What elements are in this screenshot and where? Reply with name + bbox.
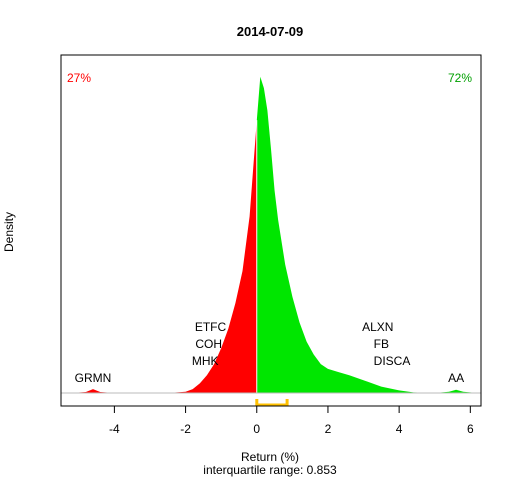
negative-share-label: 27% <box>67 71 91 85</box>
iqr-bracket-line <box>255 399 289 407</box>
ticker-label-etfc: ETFC <box>195 320 227 334</box>
x-tick-label: 2 <box>325 422 332 436</box>
x-tick-label: -4 <box>109 422 120 436</box>
negative-density-area <box>71 120 257 393</box>
iqr-bracket <box>255 399 289 407</box>
ticker-label-grmn: GRMN <box>75 371 112 385</box>
x-tick-label: 0 <box>253 422 260 436</box>
ticker-label-fb: FB <box>374 337 389 351</box>
y-axis-label: Density <box>2 212 16 252</box>
ticker-label-coh: COH <box>195 337 222 351</box>
iqr-caption: interquartile range: 0.853 <box>203 463 337 477</box>
positive-density-area <box>256 76 478 394</box>
x-axis: -4 -2 0 2 4 6 <box>109 405 474 436</box>
ticker-label-mhk: MHK <box>192 354 219 368</box>
x-tick-label: 6 <box>467 422 474 436</box>
ticker-labels: GRMN ETFC COH MHK ALXN FB DISCA AA <box>75 320 464 385</box>
ticker-label-disca: DISCA <box>374 354 411 368</box>
x-tick-label: 4 <box>396 422 403 436</box>
x-tick-label: -2 <box>180 422 191 436</box>
positive-share-label: 72% <box>448 71 472 85</box>
x-axis-label: Return (%) <box>241 450 299 464</box>
ticker-label-alxn: ALXN <box>362 320 393 334</box>
density-area <box>71 76 478 394</box>
ticker-label-aa: AA <box>448 371 464 385</box>
chart-title: 2014-07-09 <box>237 24 304 39</box>
